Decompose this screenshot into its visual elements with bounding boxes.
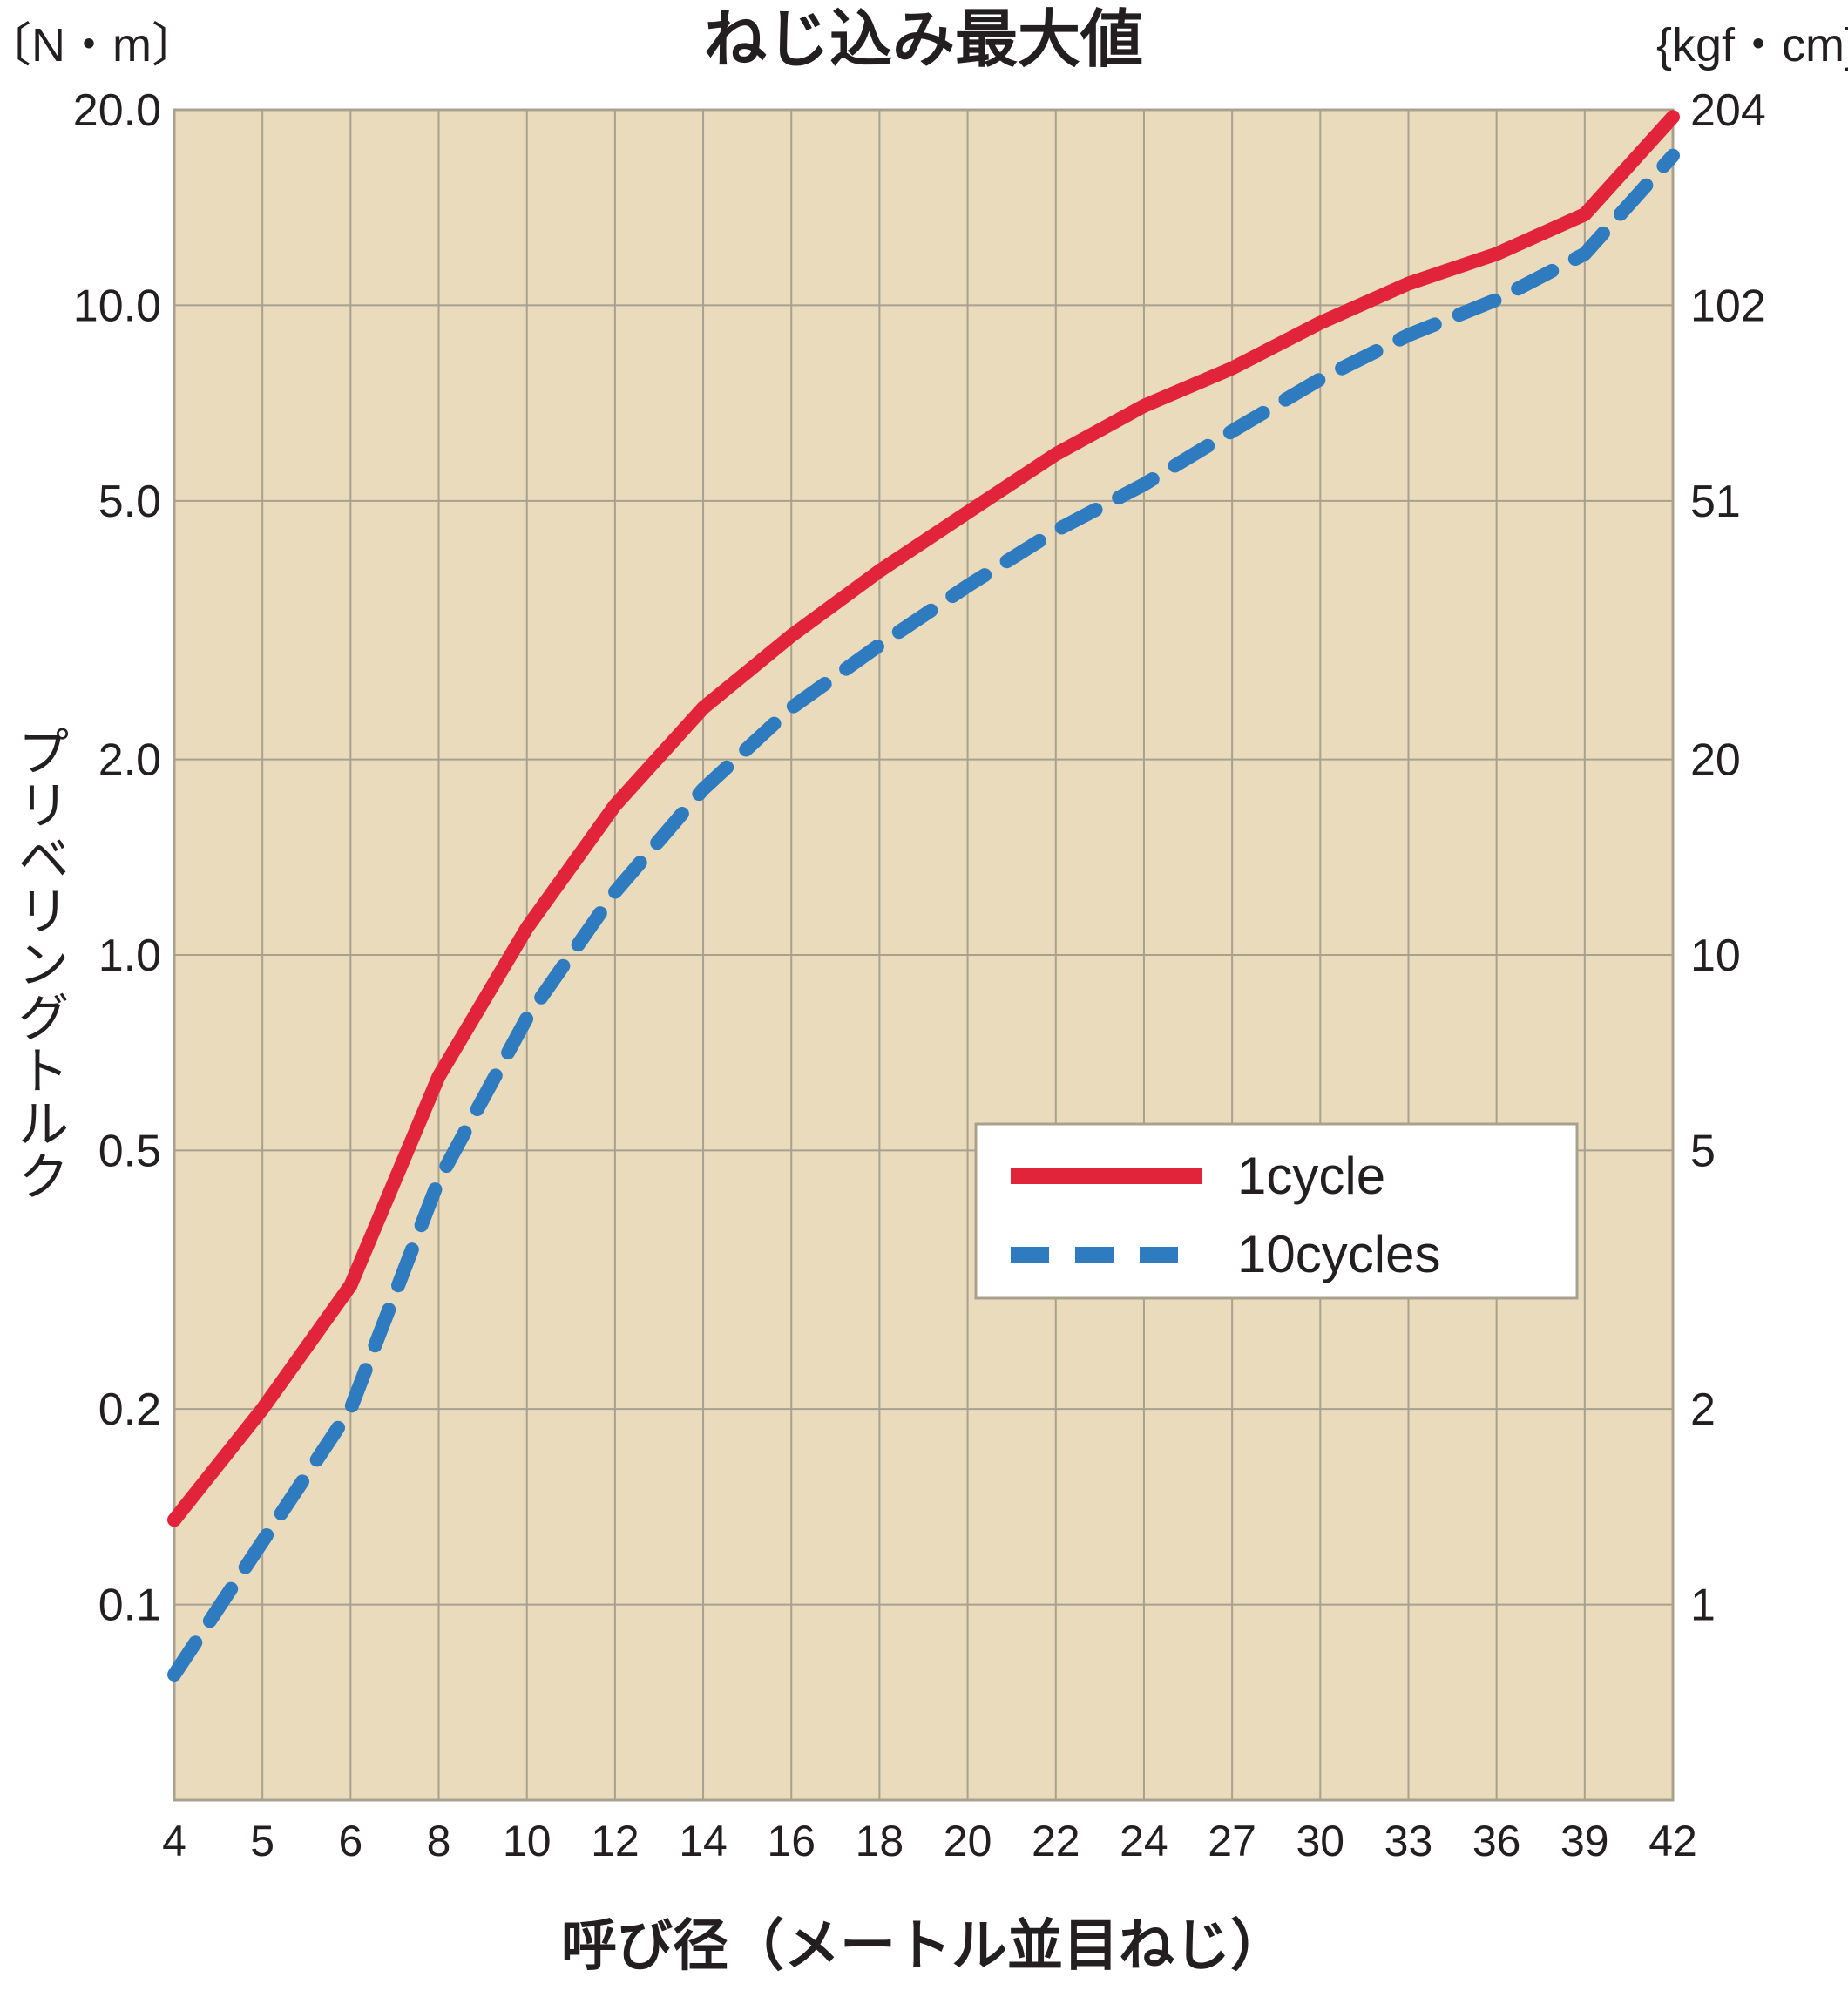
x-tick: 14 (679, 1817, 728, 1865)
y-left-tick: 0.5 (98, 1126, 161, 1176)
right-unit: {kgf・cm} (1656, 19, 1848, 71)
x-tick: 20 (944, 1817, 992, 1865)
x-tick: 10 (503, 1817, 552, 1865)
y-left-tick: 5.0 (98, 477, 161, 527)
x-tick: 5 (250, 1817, 274, 1865)
torque-chart: 1cycle 10cycles ねじ込み最大値 〔N・m〕 {kgf・cm} 0.1 0.2… (0, 0, 1848, 1997)
y-axis-label: リ (18, 884, 69, 941)
y-axis-label: リ (18, 778, 69, 835)
y-left-tick: 10.0 (73, 281, 161, 331)
x-tick: 6 (338, 1817, 362, 1865)
y-left-tick: 2.0 (98, 735, 161, 786)
x-tick: 36 (1472, 1817, 1521, 1865)
x-tick: 30 (1296, 1817, 1344, 1865)
legend-label: 1cycle (1237, 1147, 1385, 1205)
left-unit: 〔N・m〕 (0, 19, 199, 71)
y-left-tick: 0.2 (98, 1384, 161, 1435)
y-axis-label: プ (18, 725, 69, 782)
x-tick: 24 (1120, 1817, 1168, 1865)
x-tick: 39 (1560, 1817, 1609, 1865)
y-left-tick: 1.0 (98, 931, 161, 981)
y-right-tick: 204 (1690, 85, 1766, 136)
y-right-tick: 5 (1690, 1126, 1716, 1176)
x-tick: 33 (1384, 1817, 1433, 1865)
y-right-tick: 1 (1690, 1581, 1716, 1631)
x-tick: 18 (856, 1817, 904, 1865)
chart-title: ねじ込み最大値 (704, 5, 1143, 75)
x-tick: 42 (1648, 1817, 1697, 1865)
y-axis-label: ル (18, 1096, 69, 1153)
y-left-tick: 20.0 (73, 85, 161, 136)
y-axis-label: ト (18, 1043, 69, 1100)
y-axis-label: グ (18, 990, 69, 1046)
y-axis-label: ベ (18, 831, 69, 888)
y-left-tick: 0.1 (98, 1581, 161, 1631)
x-tick: 8 (427, 1817, 451, 1865)
y-right-tick: 20 (1690, 735, 1741, 786)
x-axis-label: 呼び径（メートル並目ねじ） (561, 1914, 1286, 1977)
y-right-tick: 51 (1690, 477, 1741, 527)
x-tick: 27 (1208, 1817, 1256, 1865)
x-tick: 16 (767, 1817, 816, 1865)
y-right-tick: 10 (1690, 931, 1741, 981)
y-axis-label: ク (18, 1149, 69, 1206)
y-axis-label: ン (18, 938, 69, 994)
y-right-tick: 102 (1690, 281, 1766, 331)
legend-label: 10cycles (1237, 1225, 1440, 1283)
y-right-tick: 2 (1690, 1384, 1716, 1435)
x-tick: 22 (1032, 1817, 1080, 1865)
x-tick: 12 (591, 1817, 640, 1865)
x-tick: 4 (162, 1817, 186, 1865)
